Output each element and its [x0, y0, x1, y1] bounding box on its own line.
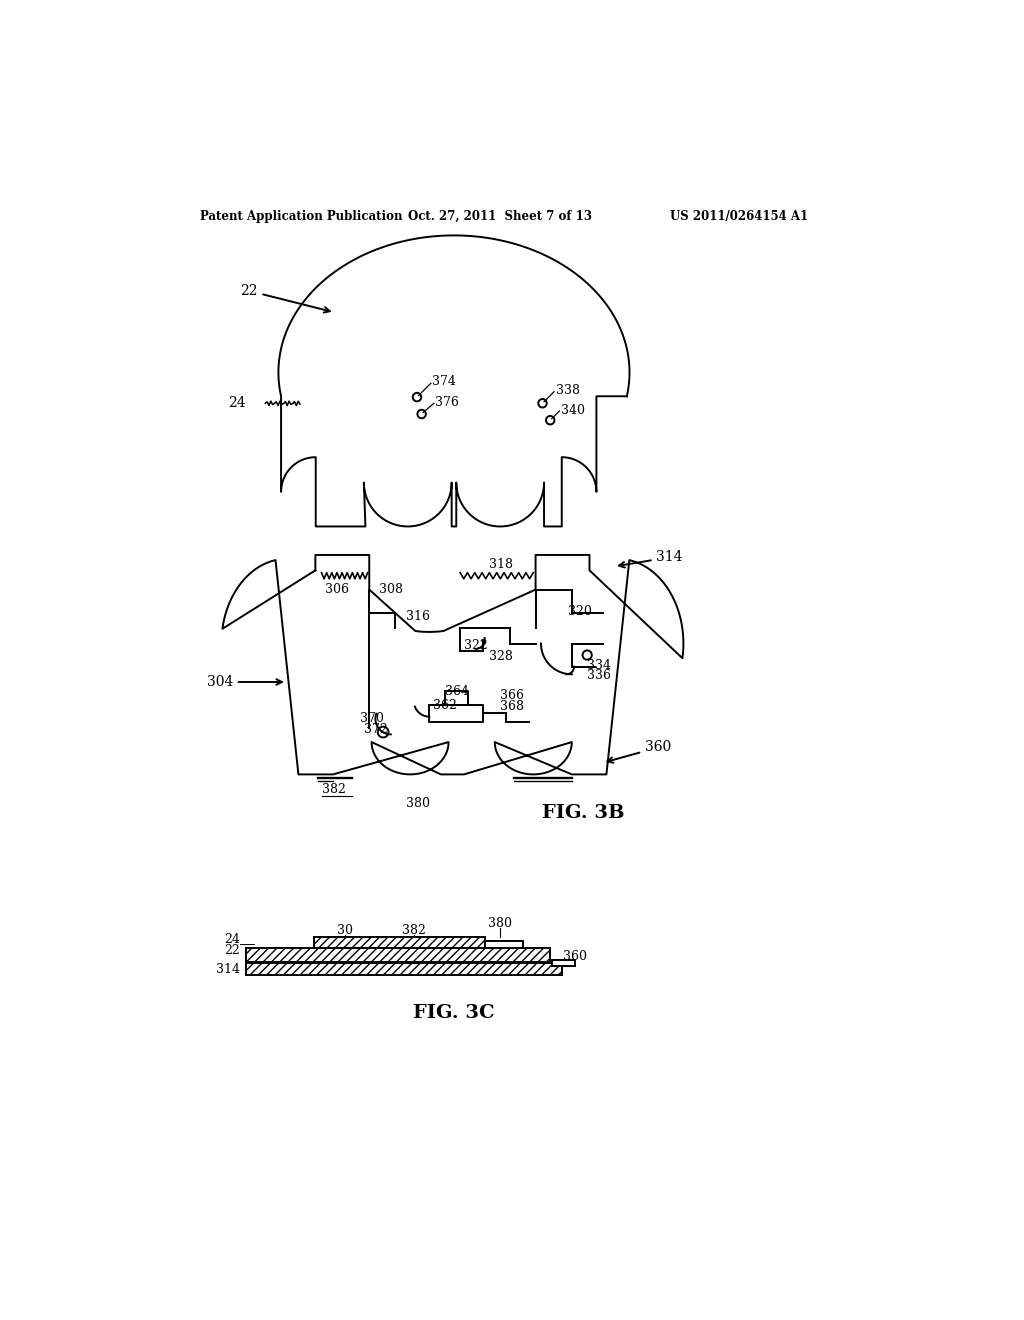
Text: 374: 374: [432, 375, 457, 388]
Bar: [246, 948, 550, 961]
Text: 366: 366: [500, 689, 524, 702]
Text: 370: 370: [360, 713, 384, 726]
Bar: [313, 937, 484, 948]
Text: 316: 316: [407, 610, 430, 623]
Text: 376: 376: [435, 396, 460, 409]
Text: 30: 30: [337, 924, 352, 937]
Text: 22: 22: [224, 944, 240, 957]
Text: 24: 24: [224, 933, 240, 946]
Text: 22: 22: [240, 284, 330, 313]
Text: US 2011/0264154 A1: US 2011/0264154 A1: [670, 210, 808, 223]
Text: 372: 372: [364, 723, 388, 737]
Text: 24: 24: [228, 396, 246, 411]
Text: 322: 322: [464, 639, 487, 652]
Bar: [313, 937, 484, 948]
Text: 368: 368: [500, 700, 524, 713]
Bar: [552, 960, 574, 966]
Text: 360: 360: [563, 950, 588, 964]
Bar: [246, 948, 550, 961]
Text: 360: 360: [607, 741, 671, 763]
Text: 314: 314: [618, 550, 683, 568]
Text: 382: 382: [402, 924, 426, 937]
Text: 328: 328: [489, 649, 513, 663]
Text: 380: 380: [488, 916, 512, 929]
Text: 308: 308: [379, 583, 403, 597]
Text: Patent Application Publication: Patent Application Publication: [200, 210, 402, 223]
Bar: [484, 941, 523, 948]
Text: 336: 336: [587, 669, 611, 682]
Text: 314: 314: [216, 962, 240, 975]
Text: 334: 334: [587, 659, 611, 672]
Bar: [246, 964, 562, 975]
Text: 304: 304: [207, 675, 282, 689]
Text: 340: 340: [561, 404, 585, 417]
Text: FIG. 3B: FIG. 3B: [542, 804, 625, 822]
Text: 380: 380: [407, 797, 430, 810]
Text: 362: 362: [433, 698, 457, 711]
Text: 320: 320: [568, 605, 592, 618]
Text: FIG. 3C: FIG. 3C: [413, 1005, 495, 1022]
Text: 382: 382: [322, 783, 345, 796]
Text: Oct. 27, 2011  Sheet 7 of 13: Oct. 27, 2011 Sheet 7 of 13: [408, 210, 592, 223]
Text: 338: 338: [556, 384, 580, 397]
Text: 318: 318: [489, 558, 513, 572]
Bar: [246, 964, 562, 975]
Text: 306: 306: [326, 583, 349, 597]
Text: 364: 364: [444, 685, 469, 698]
